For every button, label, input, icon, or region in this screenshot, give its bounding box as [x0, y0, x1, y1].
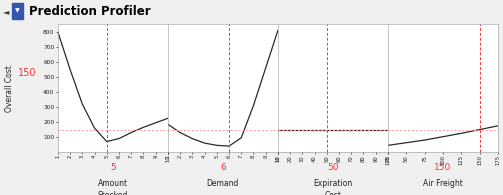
- Text: 6: 6: [220, 163, 226, 172]
- FancyBboxPatch shape: [12, 3, 23, 19]
- Text: 150: 150: [19, 68, 37, 78]
- Text: 150: 150: [434, 163, 452, 172]
- Text: Demand: Demand: [207, 179, 239, 188]
- Text: Expiration
Cost: Expiration Cost: [313, 179, 353, 195]
- Text: ◄: ◄: [3, 7, 9, 16]
- Text: Prediction Profiler: Prediction Profiler: [29, 5, 151, 18]
- Text: Overall Cost: Overall Cost: [5, 65, 14, 112]
- Text: 5: 5: [110, 163, 116, 172]
- Text: Amount
Stocked: Amount Stocked: [98, 179, 128, 195]
- Text: ▼: ▼: [15, 9, 20, 14]
- Text: 50: 50: [327, 163, 339, 172]
- Text: Air Freight: Air Freight: [423, 179, 463, 188]
